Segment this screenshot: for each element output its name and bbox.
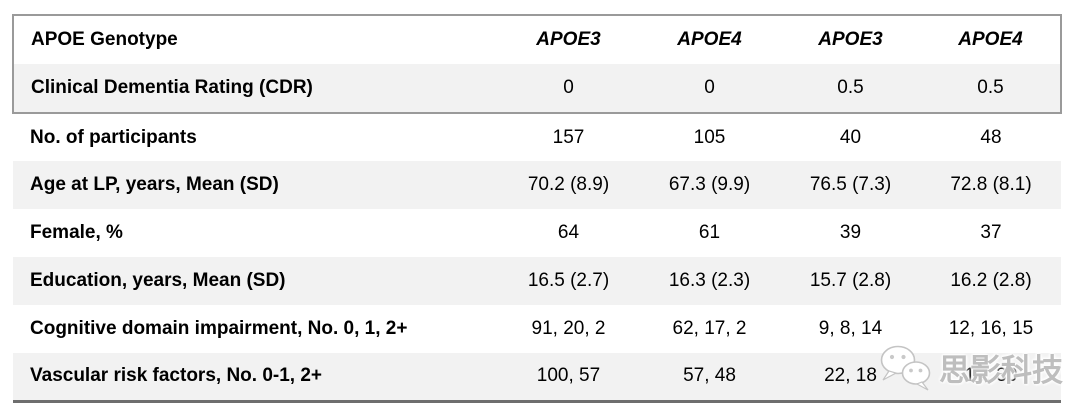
watermark-text: 思影科技 (939, 352, 1063, 388)
col-header-apoe3-1: APOE3 (498, 14, 639, 64)
demographics-table: APOE Genotype APOE3 APOE4 APOE3 APOE4 Cl… (12, 14, 1062, 403)
value-cell: 0 (498, 64, 639, 114)
row-label: Vascular risk factors, No. 0-1, 2+ (13, 353, 498, 403)
value-cell: 62, 17, 2 (672, 318, 747, 339)
value-cell: 0 (639, 64, 780, 114)
table-body: No. of participants 157 105 40 48 Age at… (13, 113, 1061, 403)
value-cell: 15.7 (2.8) (780, 257, 921, 305)
value-cell: 91, 20, 2 (531, 318, 606, 339)
row-label: Female, % (30, 222, 123, 243)
row-cognitive: Cognitive domain impairment, No. 0, 1, 2… (13, 305, 1061, 353)
value-cell: 157 (552, 126, 585, 148)
value-cell: 37 (980, 222, 1002, 243)
table-header: APOE Genotype APOE3 APOE4 APOE3 APOE4 Cl… (12, 14, 1062, 114)
row-cdr: Clinical Dementia Rating (CDR) 0 0 0.5 0… (12, 64, 1062, 114)
row-age: Age at LP, years, Mean (SD) 70.2 (8.9) 6… (13, 161, 1061, 209)
value-cell: 48 (980, 126, 1002, 148)
value-cell: 0.5 (921, 64, 1062, 114)
value-cell: 18, 30 (921, 353, 1061, 403)
value-cell: 16.5 (2.7) (498, 257, 639, 305)
value-cell: 0.5 (780, 64, 921, 114)
row-female: Female, % 64 61 39 37 (13, 209, 1061, 257)
value-cell: 16.2 (2.8) (921, 257, 1061, 305)
wechat-icon (880, 345, 931, 391)
row-label: Age at LP, years, Mean (SD) (13, 161, 498, 209)
value-cell: 40 (839, 126, 862, 148)
row-participants: No. of participants 157 105 40 48 (13, 113, 1061, 161)
value-cell: 57, 48 (639, 353, 780, 403)
watermark: 思影科技 (876, 341, 1063, 393)
value-cell: 67.3 (9.9) (639, 161, 780, 209)
row-label: Clinical Dementia Rating (CDR) (12, 64, 498, 114)
value-cell: 76.5 (7.3) (780, 161, 921, 209)
value-cell: 105 (693, 126, 726, 148)
row-label: Education, years, Mean (SD) (13, 257, 498, 305)
value-cell: 12, 16, 15 (948, 318, 1034, 339)
value-cell: 61 (698, 222, 721, 243)
corner-label: APOE Genotype (12, 14, 498, 64)
value-cell: 64 (557, 222, 580, 243)
value-cell: 70.2 (8.9) (498, 161, 639, 209)
col-header-apoe4-1: APOE4 (639, 14, 780, 64)
value-cell: 39 (839, 222, 862, 243)
row-education: Education, years, Mean (SD) 16.5 (2.7) 1… (13, 257, 1061, 305)
row-label: Cognitive domain impairment, No. 0, 1, 2… (30, 318, 408, 339)
col-header-apoe4-2: APOE4 (921, 14, 1062, 64)
value-cell: 16.3 (2.3) (639, 257, 780, 305)
col-header-apoe3-2: APOE3 (780, 14, 921, 64)
row-label: No. of participants (30, 126, 197, 148)
value-cell: 100, 57 (498, 353, 639, 403)
value-cell: 72.8 (8.1) (921, 161, 1061, 209)
row-genotype-header: APOE Genotype APOE3 APOE4 APOE3 APOE4 (12, 14, 1062, 64)
value-cell: 9, 8, 14 (818, 318, 883, 339)
